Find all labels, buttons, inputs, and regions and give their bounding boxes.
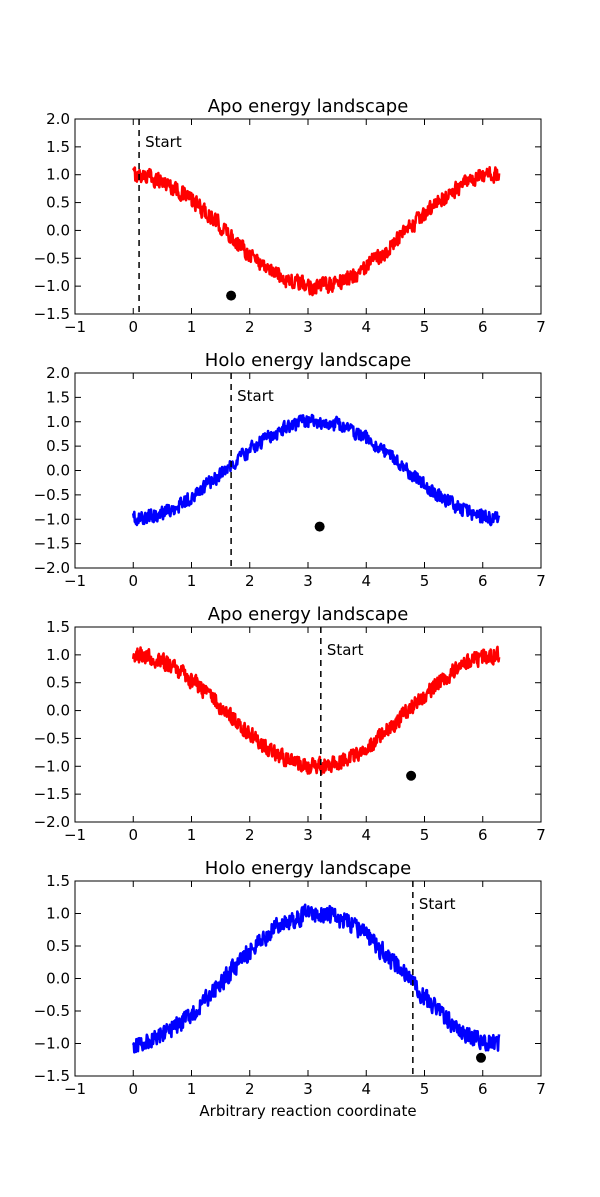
y-tick-label: 0.5 — [46, 437, 70, 455]
y-tick-label: −1.5 — [34, 535, 70, 553]
y-tick-label: 1.5 — [46, 618, 70, 636]
energy-trace-2 — [131, 645, 501, 776]
start-label-0: Start — [145, 133, 182, 151]
start-label-3: Start — [419, 895, 456, 913]
x-tick-label: 4 — [361, 826, 371, 844]
x-tick-label: 7 — [536, 572, 546, 590]
x-tick-label: 1 — [187, 572, 197, 590]
energy-trace-1 — [131, 413, 501, 527]
x-tick-label: 4 — [361, 1080, 371, 1098]
x-tick-label: 5 — [420, 1080, 430, 1098]
y-tick-label: 2.0 — [46, 364, 70, 382]
x-tick-label: 5 — [420, 572, 430, 590]
panel-holo-1: Start −1 0 1 2 3 4 5 6 7 −2.0 −1.5 −1.0 −0.5 0.0 0.5 1.0… — [34, 350, 546, 590]
y-tick-label: 1.5 — [46, 138, 70, 156]
minimum-marker-0 — [226, 290, 237, 301]
x-tick-label: 7 — [536, 318, 546, 336]
y-tick-label: −1.0 — [34, 277, 70, 295]
x-tick-label: 1 — [187, 318, 197, 336]
energy-trace-3 — [132, 903, 501, 1054]
x-axis-label: Arbitrary reaction coordinate — [199, 1102, 416, 1120]
minimum-marker-1 — [314, 521, 325, 532]
y-tick-label: 2.0 — [46, 110, 70, 128]
y-tick-label: 1.0 — [46, 413, 70, 431]
y-tick-label: 0.5 — [46, 194, 70, 212]
x-tick-label: 3 — [303, 318, 313, 336]
chart-title-2: Apo energy landscape — [208, 604, 409, 625]
x-tick-label: 2 — [245, 1080, 255, 1098]
y-tick-label: −0.5 — [34, 1002, 70, 1020]
minimum-marker-3 — [476, 1052, 487, 1063]
x-tick-label: 6 — [478, 1080, 488, 1098]
y-tick-label: −1.0 — [34, 510, 70, 528]
x-tick-label: 2 — [245, 572, 255, 590]
x-tick-label: 3 — [303, 1080, 313, 1098]
x-tick-label: 0 — [128, 572, 138, 590]
chart-title-1: Holo energy landscape — [205, 350, 411, 371]
start-label-1: Start — [237, 387, 274, 405]
x-tick-label: 3 — [303, 572, 313, 590]
chart-title-3: Holo energy landscape — [205, 858, 411, 879]
y-tick-label: −2.0 — [34, 813, 70, 831]
panel-apo-1: Start −1 0 1 2 3 4 5 6 7 −1.5 −1.0 −0.5 0.0 0.5 1.0 1.5 2… — [34, 96, 546, 336]
y-tick-label: 1.5 — [46, 872, 70, 890]
y-tick-label: 0.0 — [46, 462, 70, 480]
y-tick-label: −1.5 — [34, 1067, 70, 1085]
y-tick-label: −1.5 — [34, 305, 70, 323]
x-tick-label: 1 — [187, 826, 197, 844]
minimum-marker-2 — [406, 770, 417, 781]
y-tick-label: 1.0 — [46, 166, 70, 184]
y-tick-label: 0.0 — [46, 702, 70, 720]
x-tick-label: 6 — [478, 826, 488, 844]
chart-title-0: Apo energy landscape — [208, 96, 409, 117]
x-tick-label: −1 — [64, 826, 86, 844]
y-tick-label: −1.0 — [34, 757, 70, 775]
y-tick-label: −1.0 — [34, 1035, 70, 1053]
x-tick-label: 6 — [478, 572, 488, 590]
y-tick-label: 0.5 — [46, 937, 70, 955]
panel-apo-2: Start −1 0 1 2 3 4 5 6 7 −2.0 −1.5 −1.0 −0.5 0.0 0.5 1.0… — [34, 604, 546, 844]
y-tick-label: −2.0 — [34, 559, 70, 577]
x-tick-label: 5 — [420, 318, 430, 336]
y-tick-label: 0.0 — [46, 970, 70, 988]
x-tick-label: 1 — [187, 1080, 197, 1098]
y-tick-label: 0.5 — [46, 674, 70, 692]
y-tick-label: −1.5 — [34, 785, 70, 803]
y-tick-label: −0.5 — [34, 729, 70, 747]
x-tick-label: 6 — [478, 318, 488, 336]
x-tick-label: 3 — [303, 826, 313, 844]
panel-holo-2: Start −1 0 1 2 3 4 5 6 7 −1.5 −1.0 −0.5 0.0 0.5 1.0 1.5 H… — [34, 858, 546, 1120]
x-tick-label: 4 — [361, 318, 371, 336]
x-tick-label: 2 — [245, 826, 255, 844]
x-tick-label: −1 — [64, 318, 86, 336]
x-tick-label: 7 — [536, 826, 546, 844]
x-tick-label: 5 — [420, 826, 430, 844]
y-tick-label: 0.0 — [46, 221, 70, 239]
x-tick-label: 0 — [128, 318, 138, 336]
x-tick-label: −1 — [64, 1080, 86, 1098]
y-tick-label: 1.5 — [46, 388, 70, 406]
x-tick-label: 4 — [361, 572, 371, 590]
energy-trace-0 — [132, 166, 501, 297]
y-tick-label: −0.5 — [34, 249, 70, 267]
x-tick-label: 2 — [245, 318, 255, 336]
y-tick-label: 1.0 — [46, 905, 70, 923]
x-tick-label: 0 — [128, 1080, 138, 1098]
x-tick-label: 0 — [128, 826, 138, 844]
x-tick-label: −1 — [64, 572, 86, 590]
y-tick-label: −0.5 — [34, 486, 70, 504]
y-tick-label: 1.0 — [46, 646, 70, 664]
axes-frame-1 — [74, 372, 542, 569]
x-tick-label: 7 — [536, 1080, 546, 1098]
start-label-2: Start — [327, 641, 364, 659]
